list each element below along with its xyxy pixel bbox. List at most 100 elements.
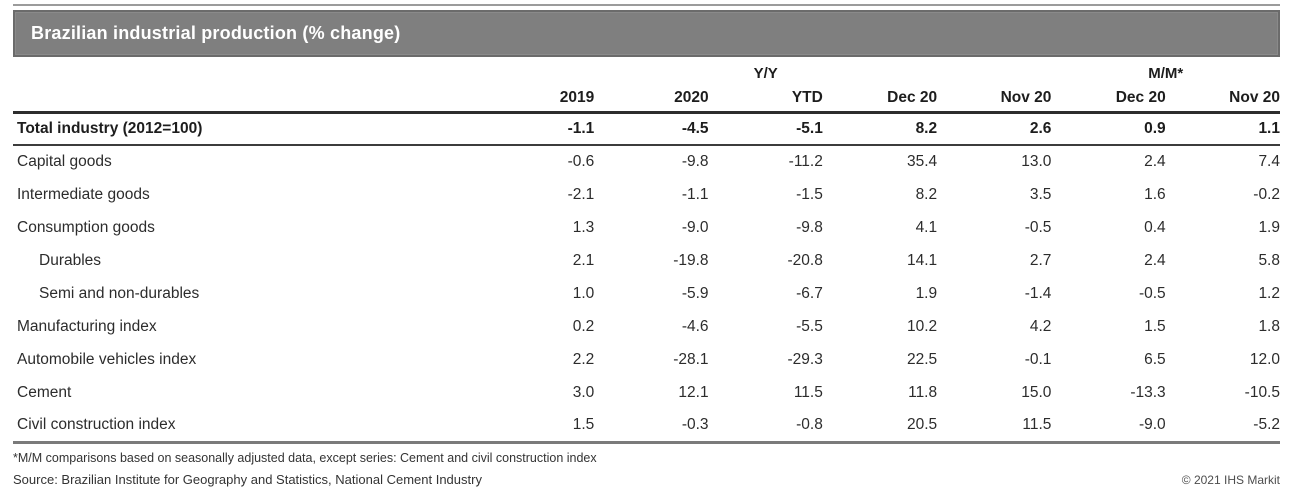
cell-value: -0.8 (708, 409, 823, 444)
row-label: Civil construction index (13, 409, 480, 444)
cell-value: -2.1 (567, 185, 595, 203)
cell-value: 0.2 (572, 317, 595, 335)
cell-value: 35.4 (906, 153, 938, 170)
cell-value: 2.7 (1029, 251, 1052, 269)
column-header-2019: 2019 (480, 83, 595, 114)
cell-value: 4.1 (915, 218, 938, 236)
column-header-row: 2019 2020 YTD Dec 20 Nov 20 Dec 20 Nov 2… (13, 83, 1280, 114)
cell-value: 8.2 (915, 185, 938, 203)
table-row: Consumption goods 1.3 -9.0 -9.8 4.1 -0.5 0.4 1.… (13, 211, 1280, 244)
cell-value: -0.1 (1024, 350, 1052, 368)
cell-value: -28.1 (673, 350, 709, 368)
cell-value: 1.0 (572, 284, 595, 302)
cell-value: -1.1 (681, 185, 709, 203)
table-row: Civil construction index 1.5 -0.3 -0.8 20.5 1… (13, 409, 1280, 444)
cell-value: 10.2 (906, 317, 938, 335)
cell-value: -0.2 (1253, 185, 1280, 203)
cell-value: -0.6 (567, 153, 595, 170)
column-header-yy-dec20: Dec 20 (822, 83, 938, 114)
copyright: © 2021 IHS Markit (1181, 472, 1280, 487)
cell-value: 15.0 (1021, 383, 1052, 401)
footnote: *M/M comparisons based on seasonally adj… (13, 450, 597, 465)
cell-value: 3.0 (572, 383, 595, 401)
cell-value: 1.8 (1258, 317, 1280, 335)
cell-value: -1.5 (796, 185, 823, 203)
table-row: Semi and non-durables 1.0 -5.9 -6.7 1.9 -1.4 -… (13, 277, 1280, 310)
table-row: Cement 3.0 12.1 11.5 11.8 15.0 -13.3 -10.5 (13, 376, 1280, 409)
cell-value: -20.8 (787, 251, 823, 269)
cell-value: 2.4 (1144, 251, 1166, 269)
footer: *M/M comparisons based on seasonally adj… (13, 451, 1280, 487)
cell-value: 1.5 (1144, 317, 1166, 335)
cell-value: -9.0 (681, 218, 709, 236)
cell-value: -4.5 (594, 112, 709, 146)
cell-value: -11.2 (788, 153, 823, 170)
column-header-ytd: YTD (708, 83, 823, 114)
title-bar: Brazilian industrial production (% chang… (13, 10, 1280, 57)
cell-value: -5.1 (708, 112, 823, 146)
cell-value: 1.6 (1144, 185, 1166, 203)
cell-value: -1.1 (480, 112, 595, 146)
cell-value: 2.6 (937, 112, 1052, 146)
source-row: Source: Brazilian Institute for Geograph… (13, 472, 1280, 487)
table-row: Total industry (2012=100) -1.1 -4.5 -5.1 8.2… (13, 112, 1280, 146)
cell-value: -29.3 (787, 350, 823, 368)
cell-value: -9.8 (681, 153, 709, 170)
cell-value: 1.5 (480, 409, 595, 444)
row-label: Consumption goods (17, 218, 155, 236)
cell-value: -5.9 (681, 284, 709, 302)
cell-value: 8.2 (822, 112, 938, 146)
cell-value: 0.4 (1144, 218, 1166, 236)
table-row: Automobile vehicles index 2.2 -28.1 -29.3 22… (13, 343, 1280, 376)
cell-value: 20.5 (822, 409, 938, 444)
cell-value: 0.9 (1051, 112, 1166, 146)
cell-value: 6.5 (1144, 350, 1166, 368)
page-title: Brazilian industrial production (% chang… (31, 23, 401, 43)
cell-value: 13.0 (1021, 153, 1052, 170)
row-label: Manufacturing index (17, 317, 157, 335)
cell-value: 2.2 (572, 350, 595, 368)
cell-value: -4.6 (681, 317, 709, 335)
row-label: Automobile vehicles index (17, 350, 197, 368)
cell-value: 11.5 (937, 409, 1052, 444)
cell-value: 11.5 (793, 383, 823, 401)
table-row: Intermediate goods -2.1 -1.1 -1.5 8.2 3.5 1.6 -… (13, 178, 1280, 211)
cell-value: -0.5 (1024, 218, 1052, 236)
cell-value: 7.4 (1258, 153, 1280, 170)
cell-value: 2.1 (572, 251, 595, 269)
table-row: Durables 2.1 -19.8 -20.8 14.1 2.7 2.4 5.8 (13, 244, 1280, 277)
top-rule (13, 4, 1280, 6)
table-row: Manufacturing index 0.2 -4.6 -5.5 10.2 4.2 1.5… (13, 310, 1280, 343)
row-label: Intermediate goods (17, 185, 150, 203)
cell-value: 12.0 (1249, 350, 1280, 368)
cell-value: -0.3 (594, 409, 709, 444)
cell-value: -9.0 (1051, 409, 1166, 444)
cell-value: 1.3 (572, 218, 595, 236)
row-label: Semi and non-durables (39, 284, 200, 302)
column-header-2020: 2020 (594, 83, 709, 114)
cell-value: 14.1 (906, 251, 938, 269)
cell-value: 3.5 (1029, 185, 1052, 203)
cell-value: 12.1 (678, 383, 709, 401)
group-spacer (13, 57, 480, 83)
table-row: Capital goods -0.6 -9.8 -11.2 35.4 13.0 2.4 7.4 (13, 145, 1280, 178)
cell-value: 4.2 (1029, 317, 1052, 335)
cell-value: 5.8 (1258, 251, 1280, 269)
column-header-yy-nov20: Nov 20 (937, 83, 1052, 114)
cell-value: 1.9 (915, 284, 938, 302)
cell-value: -9.8 (796, 218, 823, 236)
cell-value: 11.8 (908, 383, 938, 401)
column-group-mm: M/M* (1148, 65, 1184, 82)
cell-value: 2.4 (1144, 153, 1166, 170)
cell-value: -0.5 (1138, 284, 1166, 302)
row-label: Capital goods (17, 153, 112, 170)
cell-value: -6.7 (796, 284, 823, 302)
cell-value: -5.5 (796, 317, 823, 335)
cell-value: -19.8 (673, 251, 709, 269)
column-group-yy: Y/Y (753, 65, 778, 82)
cell-value: 1.9 (1258, 218, 1280, 236)
row-label: Durables (39, 251, 102, 269)
row-label: Cement (17, 383, 72, 401)
row-label: Total industry (2012=100) (13, 112, 480, 146)
